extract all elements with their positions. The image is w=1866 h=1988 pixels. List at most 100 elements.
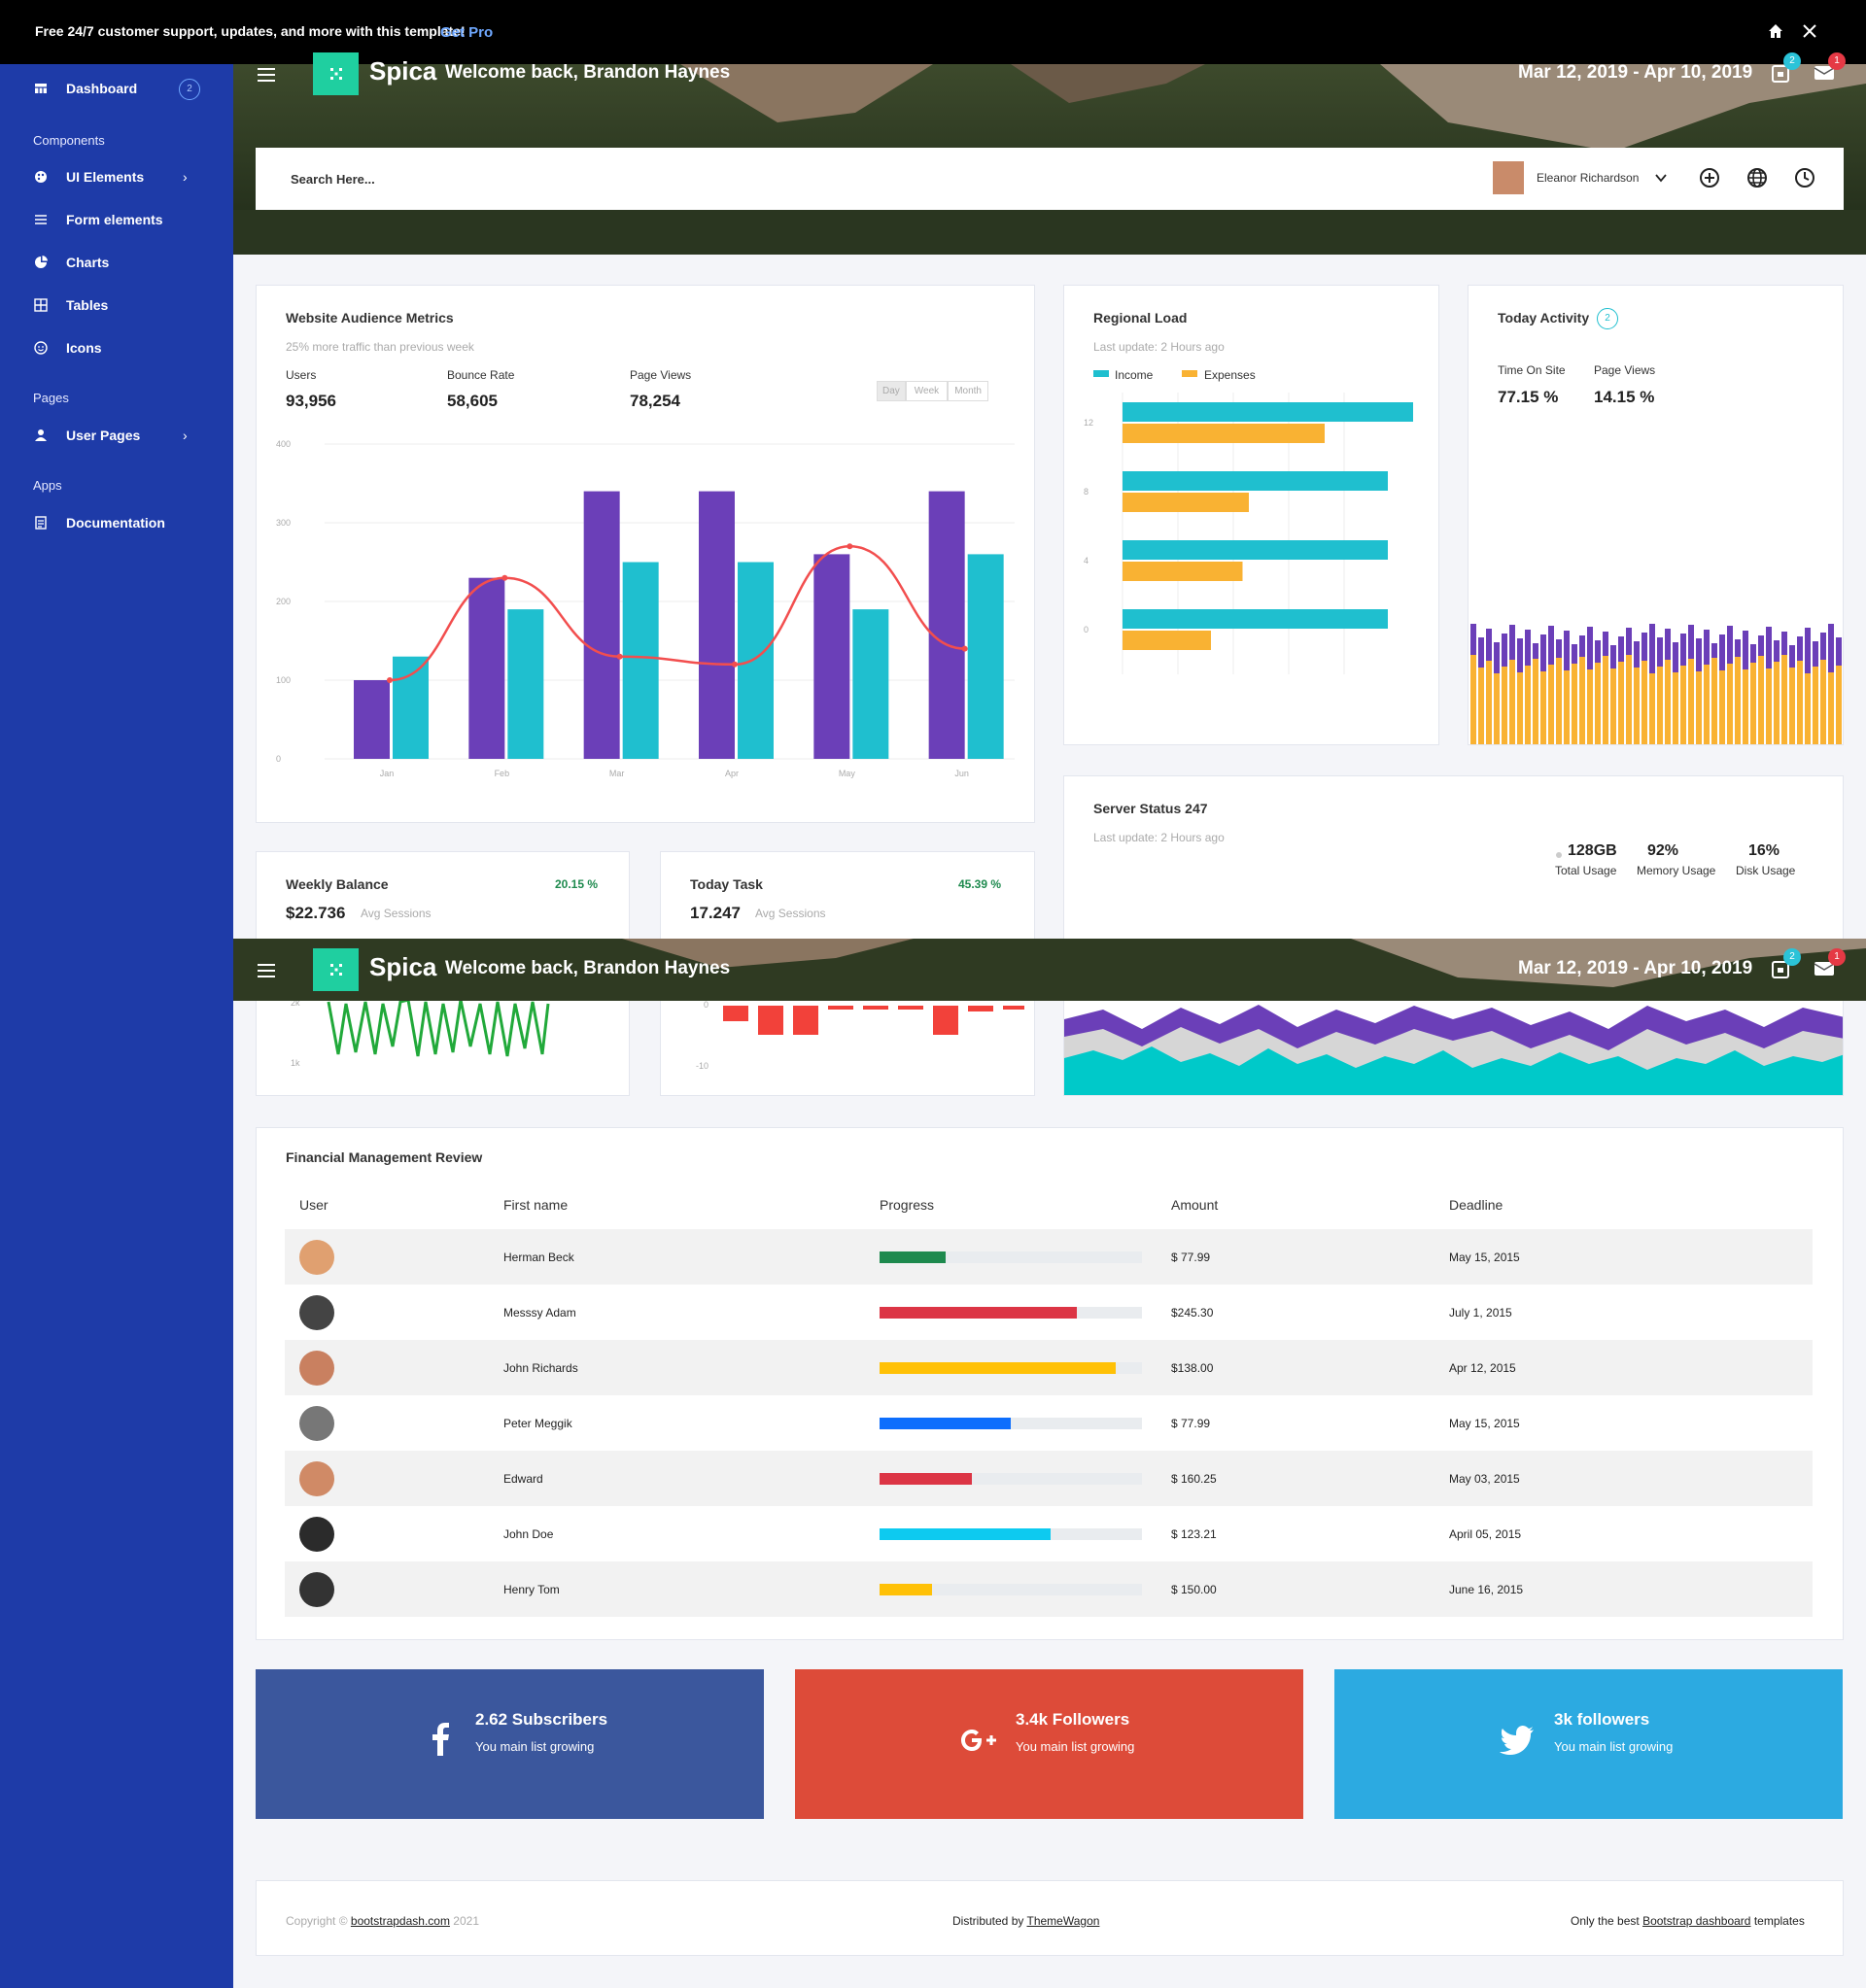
google-plus-icon [961,1730,996,1751]
best-text: Only the best [1571,1914,1640,1928]
activity-bar-bottom [1649,673,1655,744]
menu-toggle-icon[interactable] [258,964,275,977]
table-row: John Richards $138.00 Apr 12, 2015 [285,1340,1813,1395]
sidebar-item-label: Form elements [66,212,163,227]
search-input[interactable]: Search Here... [291,172,375,187]
activity-bar-top [1828,624,1834,672]
activity-bar-bottom [1797,661,1803,744]
activity-bar-top [1494,642,1500,673]
first-name-cell: John Doe [503,1526,554,1541]
bar-series-1 [699,491,735,759]
chevron-right-icon: › [183,428,188,443]
activity-bar-top [1470,624,1476,655]
activity-bar-top [1603,632,1608,656]
y-tick-label: 0 [1084,625,1088,634]
social-title: 2.62 Subscribers [475,1710,608,1729]
themewagon-link[interactable]: ThemeWagon [1026,1914,1100,1928]
mail-icon[interactable] [1814,62,1835,82]
bar-series-2 [738,562,774,759]
get-pro-link[interactable]: Get Pro [440,24,494,41]
deadline-cell: May 03, 2015 [1449,1471,1520,1486]
brand-logo[interactable] [313,948,359,991]
progress-bar [880,1527,1142,1540]
social-title: 3.4k Followers [1016,1710,1130,1729]
activity-bar-bottom [1478,668,1484,744]
x-tick-label: Apr [725,769,739,778]
sidebar-item-dashboard[interactable]: Dashboard [33,81,137,96]
menu-toggle-icon[interactable] [258,68,275,82]
y-tick-label: 4 [1084,556,1088,566]
activity-bar-bottom [1735,657,1741,744]
date-range[interactable]: Mar 12, 2019 - Apr 10, 2019 [1518,62,1753,83]
mail-icon[interactable] [1814,958,1835,977]
progress-fill [880,1472,972,1485]
weekly-line-chart [327,998,550,1057]
user-name[interactable]: Eleanor Richardson [1537,171,1640,185]
activity-bar-bottom [1494,673,1500,744]
card-title: Today Task [690,876,763,892]
card-title: Regional Load [1093,310,1188,326]
chevron-down-icon[interactable] [1655,173,1667,183]
clock-icon[interactable] [1794,167,1815,189]
sidebar-item-label: Icons [66,340,102,356]
activity-bar-bottom [1696,671,1702,744]
activity-bar-bottom [1774,662,1780,744]
deadline-cell: Apr 12, 2015 [1449,1360,1516,1375]
progress-bar [880,1583,1142,1595]
sidebar-item-user-pages[interactable]: User Pages [33,428,140,443]
toggle-week[interactable]: Week [905,381,949,401]
activity-bar-top [1572,644,1577,664]
first-name-cell: Henry Tom [503,1582,560,1596]
line-point [387,677,393,683]
bar-series-2 [967,554,1004,759]
sidebar-item-ui-elements[interactable]: UI Elements [33,169,144,185]
x-tick-label: Feb [495,769,510,778]
top-header: Spica Welcome back, Brandon Haynes Mar 1… [233,47,1866,109]
twitter-card[interactable]: 3k followers You main list growing [1334,1669,1843,1819]
doc-icon [35,516,47,530]
tick-label: -10 [696,1061,709,1071]
activity-bar-bottom [1766,668,1772,744]
globe-icon[interactable] [1746,167,1768,189]
sidebar-item-icons[interactable]: Icons [33,340,102,356]
toggle-month[interactable]: Month [948,381,988,401]
column-header: User [299,1197,328,1213]
first-name-cell: Edward [503,1471,543,1486]
facebook-card[interactable]: 2.62 Subscribers You main list growing [256,1669,764,1819]
google-plus-card[interactable]: 3.4k Followers You main list growing [795,1669,1303,1819]
sidebar-item-documentation[interactable]: Documentation [33,515,165,531]
sidebar-item-tables[interactable]: Tables [33,297,108,313]
user-avatar[interactable] [1493,161,1524,194]
card-title: Financial Management Review [286,1149,483,1165]
activity-bar-bottom [1525,666,1531,744]
task-sub: Avg Sessions [755,907,826,920]
line-point [732,661,738,668]
deadline-cell: July 1, 2015 [1449,1305,1512,1320]
regional-load-card: Regional Load Last update: 2 Hours ago I… [1063,285,1439,745]
financial-table: User First name Progress Amount Deadline… [285,1181,1813,1617]
activity-bar-top [1595,640,1601,663]
toggle-day[interactable]: Day [877,381,906,401]
sidebar-item-label: Charts [66,255,110,270]
home-icon[interactable] [1766,21,1785,41]
logo-icon [329,964,342,976]
table-row: Peter Meggik $ 77.99 May 15, 2015 [285,1395,1813,1451]
line-point [847,543,853,550]
activity-bar-top [1781,632,1787,655]
calendar-icon[interactable] [1771,62,1790,84]
sidebar-item-charts[interactable]: Charts [33,255,109,270]
brand-logo[interactable] [313,52,359,95]
activity-bar-top [1657,637,1663,667]
user-cell [285,1561,503,1617]
section-apps: Apps [33,478,62,493]
activity-bar-top [1704,630,1710,665]
plus-circle-icon[interactable] [1699,167,1720,189]
amount-cell: $ 150.00 [1171,1582,1217,1596]
sidebar-item-form-elements[interactable]: Form elements [33,212,163,227]
bootstrap-dashboard-link[interactable]: Bootstrap dashboard [1642,1914,1751,1928]
date-range[interactable]: Mar 12, 2019 - Apr 10, 2019 [1518,958,1753,978]
close-icon[interactable] [1801,21,1818,41]
activity-bar-bottom [1603,656,1608,744]
calendar-icon[interactable] [1771,958,1790,979]
bootstrapdash-link[interactable]: bootstrapdash.com [350,1914,450,1928]
